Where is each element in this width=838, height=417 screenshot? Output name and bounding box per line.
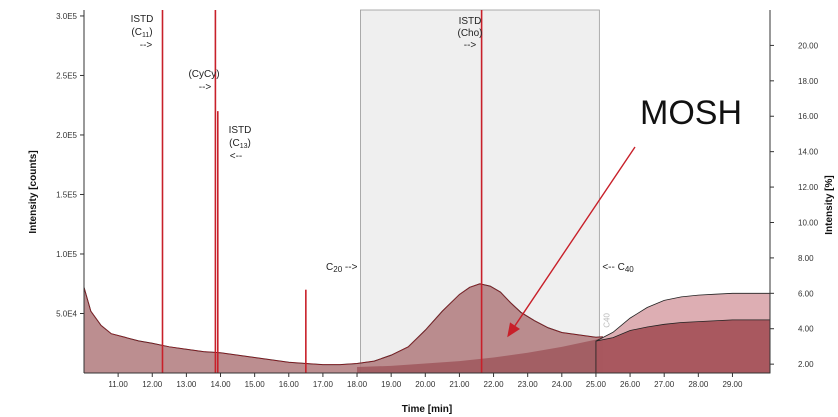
x-tick-label: 16.00 — [279, 380, 300, 389]
left-tick-label: 1.0E5 — [56, 250, 77, 259]
x-tick-label: 21.00 — [449, 380, 470, 389]
x-tick-label: 23.00 — [518, 380, 539, 389]
x-tick-label: 20.00 — [415, 380, 436, 389]
c40-rotated-label: C40 — [602, 313, 611, 328]
mosh-arrow-head — [507, 322, 520, 338]
x-tick-label: 15.00 — [245, 380, 266, 389]
x-tick-label: 29.00 — [722, 380, 743, 389]
peak-annotation: --> — [464, 40, 477, 51]
right-tick-label: 20.00 — [798, 41, 819, 50]
peak-annotation: (Cho) — [457, 28, 482, 39]
chromatogram-line-red — [83, 283, 603, 365]
baseline-area — [357, 337, 603, 373]
carbon-marker: C20 --> — [326, 262, 358, 274]
mosh-label: MOSH — [640, 94, 742, 132]
peak-annotation: ISTD — [459, 16, 482, 27]
left-tick-label: 1.5E5 — [56, 190, 77, 199]
x-axis-title: Time [min] — [402, 404, 452, 415]
chromatogram-area — [84, 283, 603, 373]
right-tick-label: 4.00 — [798, 325, 814, 334]
left-tick-label: 2.5E5 — [56, 71, 77, 80]
left-axis-title: Intensity [counts] — [28, 150, 39, 233]
right-tick-label: 18.00 — [798, 77, 819, 86]
right-tick-label: 2.00 — [798, 360, 814, 369]
carbon-marker: <-- C40 — [602, 262, 634, 274]
x-tick-label: 26.00 — [620, 380, 641, 389]
x-tick-label: 19.00 — [381, 380, 402, 389]
x-tick-label: 14.00 — [211, 380, 232, 389]
left-tick-label: 5.0E4 — [56, 309, 77, 318]
right-tick-label: 14.00 — [798, 148, 819, 157]
x-tick-label: 27.00 — [654, 380, 675, 389]
percent-lower-area — [595, 319, 771, 374]
x-tick-label: 28.00 — [688, 380, 709, 389]
x-tick-label: 13.00 — [176, 380, 197, 389]
right-tick-label: 16.00 — [798, 112, 819, 121]
peak-annotation: ISTD — [229, 125, 252, 136]
x-tick-label: 25.00 — [586, 380, 607, 389]
peak-annotation: (CyCy) — [188, 69, 219, 80]
peak-annotation: <-- — [230, 151, 243, 162]
x-tick-label: 18.00 — [347, 380, 368, 389]
mosh-arrow-line — [514, 146, 636, 327]
peak-annotation: --> — [199, 82, 212, 93]
right-axis-title: Intensity [%] — [824, 175, 835, 234]
x-tick-label: 12.00 — [142, 380, 163, 389]
x-tick-label: 11.00 — [108, 380, 128, 389]
left-tick-label: 3.0E5 — [56, 12, 77, 21]
peak-annotation: --> — [140, 40, 153, 51]
right-tick-label: 12.00 — [798, 183, 819, 192]
x-tick-label: 22.00 — [484, 380, 505, 389]
right-tick-label: 8.00 — [798, 254, 814, 263]
peak-annotation: ISTD — [131, 14, 154, 25]
right-tick-label: 10.00 — [798, 218, 819, 227]
right-tick-label: 6.00 — [798, 289, 814, 298]
left-tick-label: 2.0E5 — [56, 131, 77, 140]
x-tick-label: 24.00 — [552, 380, 573, 389]
x-tick-label: 17.00 — [313, 380, 334, 389]
